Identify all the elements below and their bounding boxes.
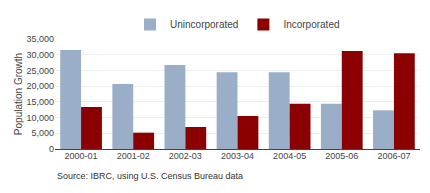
svg-text:Source: IBRC, using U.S. Censu: Source: IBRC, using U.S. Census Bureau d…: [57, 171, 243, 181]
svg-text:5,000: 5,000: [31, 128, 54, 138]
svg-text:0: 0: [49, 144, 54, 154]
svg-text:Population Growth: Population Growth: [13, 53, 24, 135]
svg-text:10,000: 10,000: [26, 113, 54, 123]
svg-text:Incorporated: Incorporated: [283, 19, 339, 30]
svg-text:30,000: 30,000: [26, 50, 54, 60]
svg-text:25,000: 25,000: [26, 66, 54, 76]
svg-text:2004-05: 2004-05: [273, 151, 306, 161]
svg-text:2003-04: 2003-04: [221, 151, 254, 161]
svg-text:35,000: 35,000: [26, 34, 54, 44]
svg-text:Unincorporated: Unincorporated: [170, 19, 238, 30]
svg-text:2001-02: 2001-02: [117, 151, 150, 161]
svg-text:2000-01: 2000-01: [65, 151, 98, 161]
svg-text:2002-03: 2002-03: [169, 151, 202, 161]
svg-text:15,000: 15,000: [26, 97, 54, 107]
svg-text:20,000: 20,000: [26, 81, 54, 91]
svg-text:2005-06: 2005-06: [325, 151, 358, 161]
svg-text:2006-07: 2006-07: [377, 151, 410, 161]
